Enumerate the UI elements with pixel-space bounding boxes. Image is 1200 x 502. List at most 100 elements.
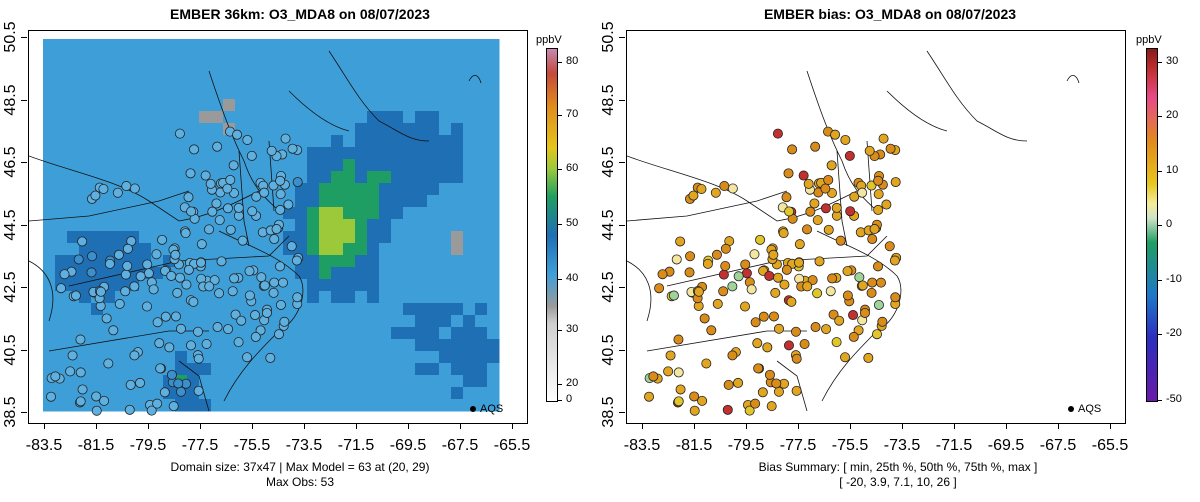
y-tick-mark xyxy=(619,224,625,226)
colorbar-tick-mark xyxy=(557,279,562,280)
colorbar-tick-label: 80 xyxy=(566,55,579,67)
aqs-legend-label: AQS xyxy=(1078,403,1102,415)
y-tick-label: 40.5 xyxy=(2,333,19,366)
aqs-dot-icon xyxy=(1068,406,1074,413)
bias-summary-header: Bias Summary: [ min, 25th %, 50th %, 75t… xyxy=(758,460,1038,474)
ozone-map-svg xyxy=(29,39,500,416)
y-tick-label: 38.5 xyxy=(2,396,19,428)
x-tick-label: -71.5 xyxy=(935,437,973,454)
y-tick-label: 46.5 xyxy=(600,146,617,178)
x-tick-label: -79.5 xyxy=(727,437,765,454)
x-tick-mark xyxy=(902,423,903,429)
x-tick-label: -73.5 xyxy=(285,437,323,454)
colorbar-tick-mark xyxy=(1157,225,1162,226)
colorbar-tick-label: 20 xyxy=(566,377,579,389)
max-obs: Max Obs: 53 xyxy=(265,475,335,489)
x-tick-mark xyxy=(850,423,851,429)
x-tick-label: -69.5 xyxy=(389,437,427,454)
colorbar-tick-mark xyxy=(1157,334,1162,335)
state-boundaries xyxy=(627,50,1080,412)
x-tick-mark xyxy=(694,423,695,429)
colorbar-tick-label: 0 xyxy=(566,393,573,405)
x-tick-mark xyxy=(1110,423,1111,429)
y-tick-label: 42.5 xyxy=(2,271,19,303)
colorbar-tick-label: 70 xyxy=(566,108,579,120)
y-tick-mark xyxy=(619,37,625,38)
x-tick-mark xyxy=(1006,423,1007,429)
y-tick-mark xyxy=(619,287,625,288)
x-tick-mark xyxy=(954,423,955,429)
x-tick-label: -65.5 xyxy=(493,437,531,454)
colorbar-tick-label: -20 xyxy=(1166,327,1182,339)
x-tick-mark xyxy=(642,423,643,429)
y-tick-mark xyxy=(619,162,625,163)
colorbar-tick-mark xyxy=(557,400,562,401)
bias-sites xyxy=(644,126,902,416)
y-tick-mark xyxy=(21,412,27,413)
y-tick-mark xyxy=(619,349,625,351)
x-tick-label: -83.5 xyxy=(623,437,661,454)
colorbar-tick-label: 0 xyxy=(1166,218,1173,230)
x-tick-mark xyxy=(408,423,409,429)
colorbar-tick-mark xyxy=(557,224,562,225)
ozone-caption: Domain size: 37x47 | Max Model = 63 at (… xyxy=(0,460,600,490)
x-tick-label: -65.5 xyxy=(1091,437,1129,454)
x-tick-label: -81.5 xyxy=(675,437,713,454)
x-tick-mark xyxy=(1058,423,1059,429)
bias-caption: Bias Summary: [ min, 25th %, 50th %, 75t… xyxy=(598,460,1198,490)
colorbar-tick-label: 50 xyxy=(566,217,579,229)
y-tick-label: 44.5 xyxy=(600,208,617,241)
y-tick-mark xyxy=(21,224,27,226)
colorbar-tick-label: -10 xyxy=(1166,273,1182,285)
colorbar-tick-mark xyxy=(1157,62,1162,63)
y-tick-label: 48.5 xyxy=(2,83,19,116)
aqs-dot-icon xyxy=(470,406,476,413)
colorbar-tick-label: 30 xyxy=(566,323,579,335)
colorbar-tick-mark xyxy=(1157,400,1162,401)
x-tick-label: -77.5 xyxy=(181,437,219,454)
bias-panel: EMBER bias: O3_MDA8 on 08/07/2023 AQS -8… xyxy=(600,0,1200,502)
y-tick-mark xyxy=(21,287,27,288)
y-tick-label: 38.5 xyxy=(600,396,617,428)
y-tick-mark xyxy=(619,412,625,413)
x-tick-mark xyxy=(460,423,461,429)
ozone-colorbar-unit: ppbV xyxy=(536,34,562,46)
y-tick-mark xyxy=(21,99,27,101)
colorbar-tick-mark xyxy=(557,330,562,331)
colorbar-tick-label: 40 xyxy=(566,272,579,284)
x-tick-mark xyxy=(798,423,799,429)
x-tick-mark xyxy=(252,423,253,429)
colorbar-tick-mark xyxy=(557,169,562,170)
x-tick-mark xyxy=(512,423,513,429)
bias-map-title: EMBER bias: O3_MDA8 on 08/07/2023 xyxy=(763,6,1017,22)
y-tick-label: 48.5 xyxy=(600,83,617,116)
colorbar-tick-mark xyxy=(1157,116,1162,117)
colorbar-tick-mark xyxy=(557,384,562,385)
y-tick-label: 50.5 xyxy=(2,21,19,53)
x-tick-label: -67.5 xyxy=(441,437,479,454)
y-tick-label: 50.5 xyxy=(600,21,617,53)
colorbar-tick-label: 20 xyxy=(1166,109,1179,121)
x-tick-label: -77.5 xyxy=(779,437,817,454)
ozone-map-title: EMBER 36km: O3_MDA8 on 08/07/2023 xyxy=(170,6,430,22)
aqs-legend-label: AQS xyxy=(480,403,504,415)
x-tick-mark xyxy=(148,423,149,429)
x-tick-mark xyxy=(44,423,45,429)
domain-summary: Domain size: 37x47 | Max Model = 63 at (… xyxy=(170,460,430,474)
colorbar-tick-mark xyxy=(1157,171,1162,172)
ozone-map-area xyxy=(28,30,528,424)
y-tick-mark xyxy=(619,99,625,101)
colorbar-tick-label: -50 xyxy=(1166,393,1182,405)
colorbar-tick-mark xyxy=(557,115,562,116)
bias-map-area xyxy=(626,30,1126,424)
x-tick-mark xyxy=(96,423,97,429)
y-tick-label: 40.5 xyxy=(600,333,617,366)
x-tick-label: -75.5 xyxy=(233,437,271,454)
ozone-field-grid xyxy=(43,39,500,412)
colorbar-tick-mark xyxy=(557,62,562,63)
colorbar-tick-label: 30 xyxy=(1166,55,1179,67)
aqs-sites xyxy=(46,126,304,416)
y-tick-mark xyxy=(21,37,27,38)
x-tick-label: -83.5 xyxy=(25,437,63,454)
y-tick-mark xyxy=(21,349,27,351)
